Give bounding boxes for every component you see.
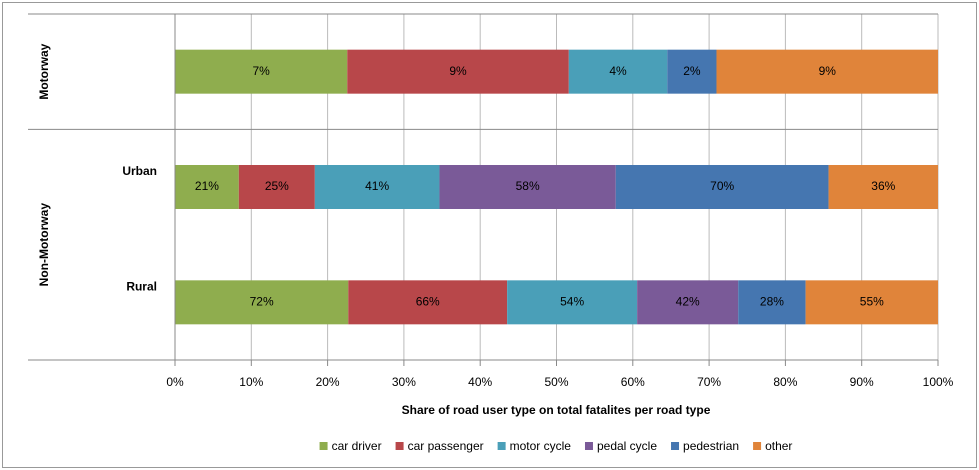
x-tick-label: 90% [850,375,874,389]
legend-label: pedestrian [683,439,739,453]
legend-label: motor cycle [510,439,572,453]
value-label: 58% [516,179,540,193]
bar-segment [347,49,569,94]
value-label: 42% [676,295,700,309]
value-label: 2% [683,64,701,78]
x-tick-label: 50% [544,375,568,389]
bar-segment [716,49,938,94]
bar-segment [568,49,668,94]
value-label: 4% [609,64,627,78]
legend-marker [497,442,506,450]
value-label: 66% [416,295,440,309]
group-label: Motorway [37,43,51,99]
value-label: 28% [760,295,784,309]
legend-marker [671,442,680,450]
x-axis-title: Share of road user type on total fatalit… [402,403,711,417]
legend-label: car passenger [408,439,484,453]
bar-segment [175,49,348,94]
x-tick-label: 60% [621,375,645,389]
category-label: Rural [126,280,157,294]
bar-segment [314,165,440,209]
value-label: 25% [265,179,289,193]
bar-segment [667,49,717,94]
legend-marker [395,442,404,450]
value-label: 41% [365,179,389,193]
x-tick-label: 40% [468,375,492,389]
x-tick-label: 0% [166,375,184,389]
bar-segment [348,280,508,325]
legend-label: other [765,439,792,453]
value-label: 55% [860,295,884,309]
bar-segment [507,280,638,325]
value-label: 9% [449,64,467,78]
bar-segment [615,165,829,209]
bar-segment [637,280,739,325]
value-label: 36% [871,179,895,193]
bar-segment [805,280,938,325]
value-label: 70% [710,179,734,193]
x-tick-label: 80% [773,375,797,389]
x-tick-label: 10% [239,375,263,389]
bar-segment [175,280,349,325]
group-label: Non-Motorway [37,203,51,287]
bar-segment [238,165,315,209]
value-label: 21% [195,179,219,193]
category-label: Urban [122,164,157,178]
legend-label: car driver [332,439,382,453]
value-label: 54% [560,295,584,309]
legend-marker [319,442,328,450]
legend-marker [584,442,593,450]
x-tick-label: 70% [697,375,721,389]
bar-segment [828,165,938,209]
value-label: 72% [250,295,274,309]
x-tick-label: 30% [392,375,416,389]
value-label: 7% [252,64,270,78]
legend-marker [753,442,762,450]
bar-segment [738,280,806,325]
legend-label: pedal cycle [597,439,657,453]
bar-segment [175,165,239,209]
bar-segment [439,165,616,209]
value-label: 9% [819,64,837,78]
x-tick-label: 100% [923,375,954,389]
x-tick-label: 20% [316,375,340,389]
